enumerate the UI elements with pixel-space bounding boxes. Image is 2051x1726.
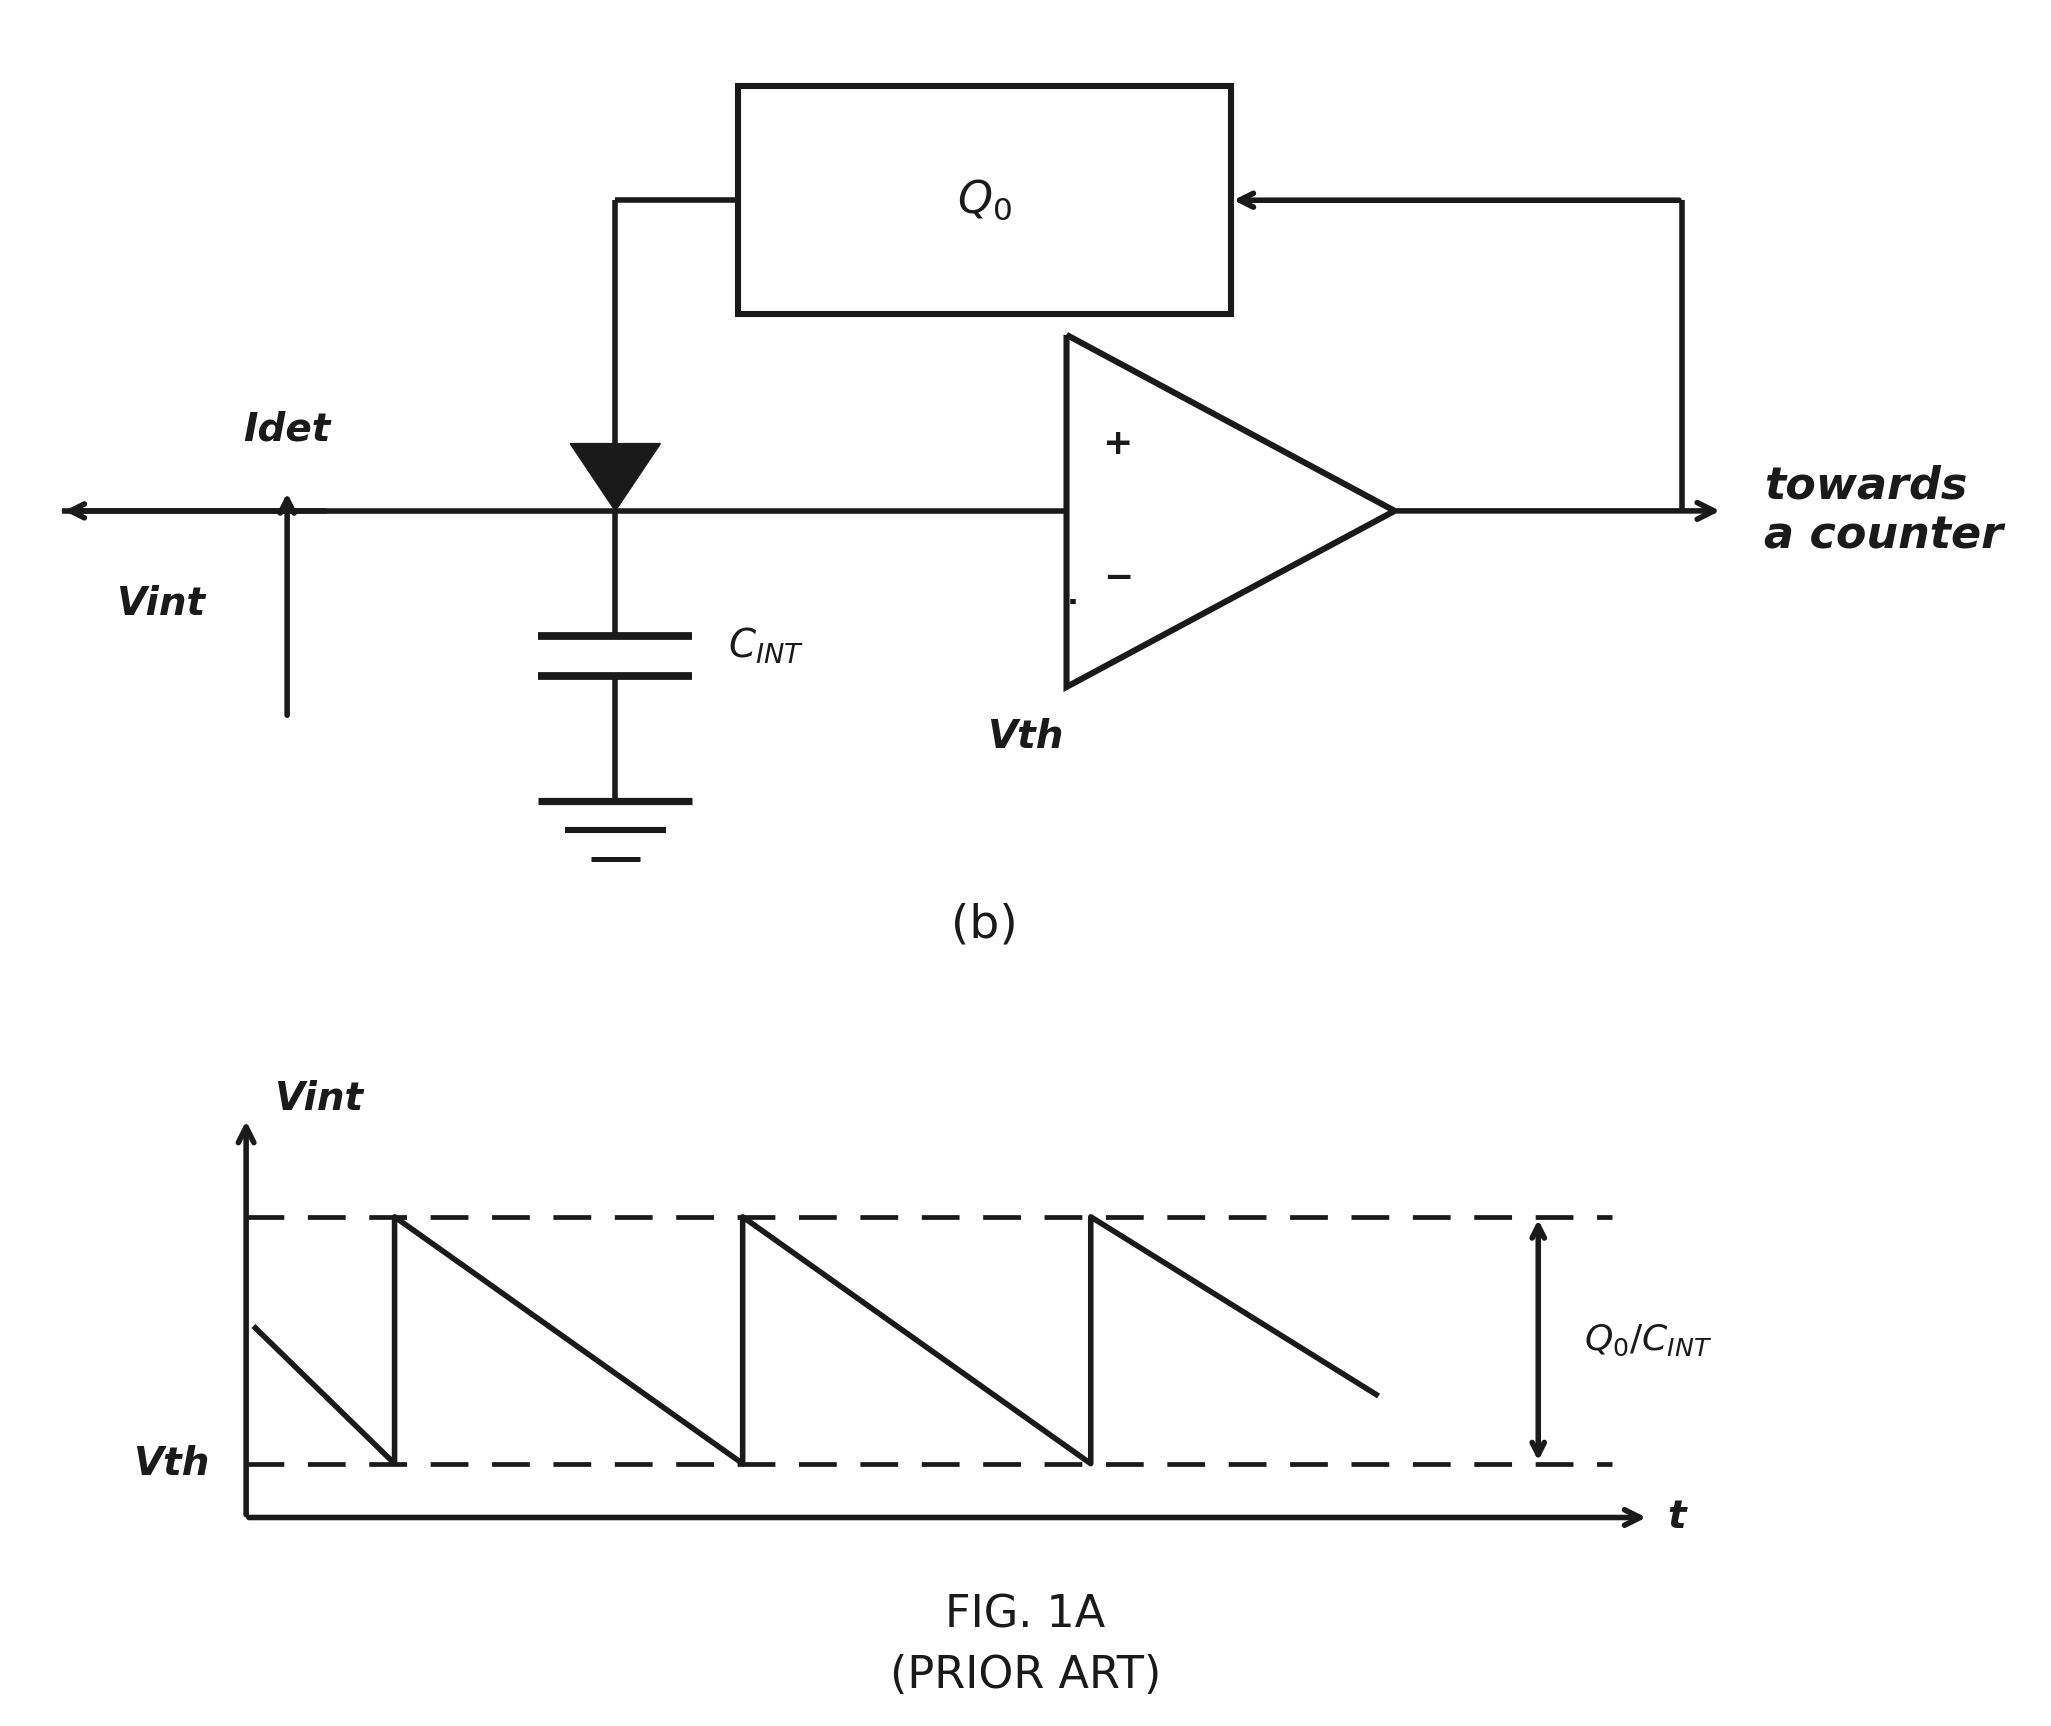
Bar [738, 86, 1231, 314]
Text: towards
a counter: towards a counter [1764, 464, 2004, 557]
Polygon shape [570, 444, 660, 511]
Text: FIG. 1A: FIG. 1A [946, 1593, 1105, 1636]
Text: Vth: Vth [987, 718, 1064, 756]
Text: (PRIOR ART): (PRIOR ART) [890, 1654, 1161, 1697]
Text: (b): (b) [952, 903, 1017, 948]
Text: t: t [1667, 1498, 1686, 1536]
Text: Vint: Vint [273, 1080, 363, 1118]
Text: Vint: Vint [117, 585, 205, 623]
Text: Vth: Vth [133, 1445, 209, 1483]
Text: −: − [1103, 561, 1132, 595]
Text: $Q_0$: $Q_0$ [958, 178, 1011, 223]
Text: +: + [1103, 426, 1132, 461]
Text: $Q_0/C_{INT}$: $Q_0/C_{INT}$ [1585, 1322, 1713, 1358]
Text: $C_{INT}$: $C_{INT}$ [728, 625, 804, 666]
Text: Idet: Idet [244, 411, 330, 449]
